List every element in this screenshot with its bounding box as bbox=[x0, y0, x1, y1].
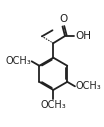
Text: O: O bbox=[59, 14, 67, 25]
Text: OCH₃: OCH₃ bbox=[40, 100, 66, 110]
Text: OH: OH bbox=[75, 30, 91, 41]
Text: OCH₃: OCH₃ bbox=[75, 81, 101, 91]
Text: OCH₃: OCH₃ bbox=[6, 56, 31, 66]
